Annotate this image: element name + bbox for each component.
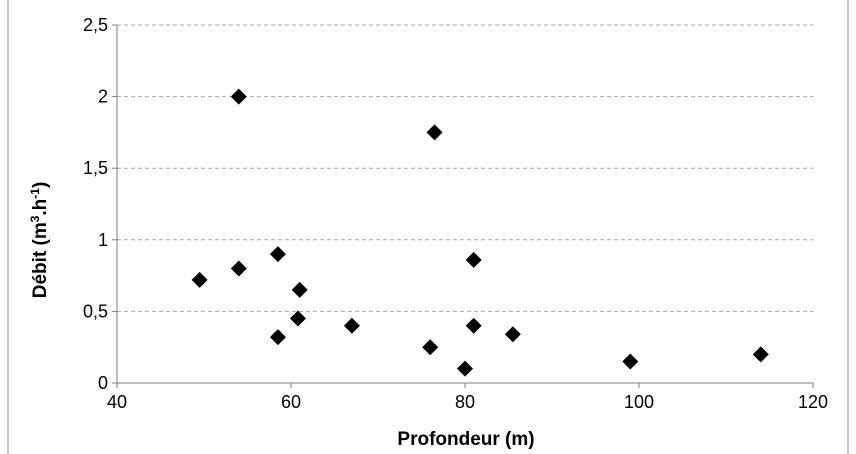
- data-point-diamond: [457, 360, 473, 377]
- y-axis-title: Débit (m3.h-1): [28, 182, 51, 299]
- data-point-diamond: [622, 353, 639, 370]
- data-point-diamond: [465, 251, 482, 268]
- data-point-diamond: [343, 317, 360, 334]
- y-axis-title-base: Débit (m: [30, 222, 51, 298]
- data-point-diamond: [191, 271, 208, 288]
- y-tick-label: 2,5: [83, 15, 108, 35]
- x-tick-label: 60: [281, 392, 301, 412]
- axes: [112, 24, 814, 388]
- x-axis-title: Profondeur (m): [397, 429, 534, 450]
- y-tick-label: 0,5: [83, 301, 108, 321]
- data-point-diamond: [289, 310, 306, 327]
- y-tick-label: 2: [98, 87, 108, 107]
- data-point-diamond: [291, 281, 308, 298]
- data-point-diamond: [269, 246, 286, 263]
- data-points: [191, 88, 769, 377]
- data-point-diamond: [504, 326, 521, 343]
- y-axis-title-mid: .h: [30, 199, 51, 216]
- data-point-diamond: [422, 339, 439, 356]
- data-point-diamond: [465, 317, 482, 334]
- data-point-diamond: [230, 88, 247, 105]
- x-tick-label: 40: [107, 392, 127, 412]
- tick-labels: 0 0,5 1 1,5 2 2,5 40 60 80 100 120: [83, 15, 828, 412]
- x-tick-label: 120: [798, 392, 828, 412]
- data-point-diamond: [426, 124, 443, 141]
- y-axis-title-sup1: 3: [28, 215, 42, 222]
- x-tick-label: 80: [455, 392, 475, 412]
- data-point-diamond: [269, 329, 286, 346]
- y-tick-label: 1,5: [83, 158, 108, 178]
- y-tick-label: 1: [98, 230, 108, 250]
- y-axis-title-end: ): [30, 182, 51, 188]
- data-point-diamond: [230, 260, 247, 277]
- x-tick-label: 100: [624, 392, 654, 412]
- y-tick-label: 0: [98, 373, 108, 393]
- data-point-diamond: [752, 346, 769, 363]
- y-axis-title-sup2: -1: [28, 188, 42, 199]
